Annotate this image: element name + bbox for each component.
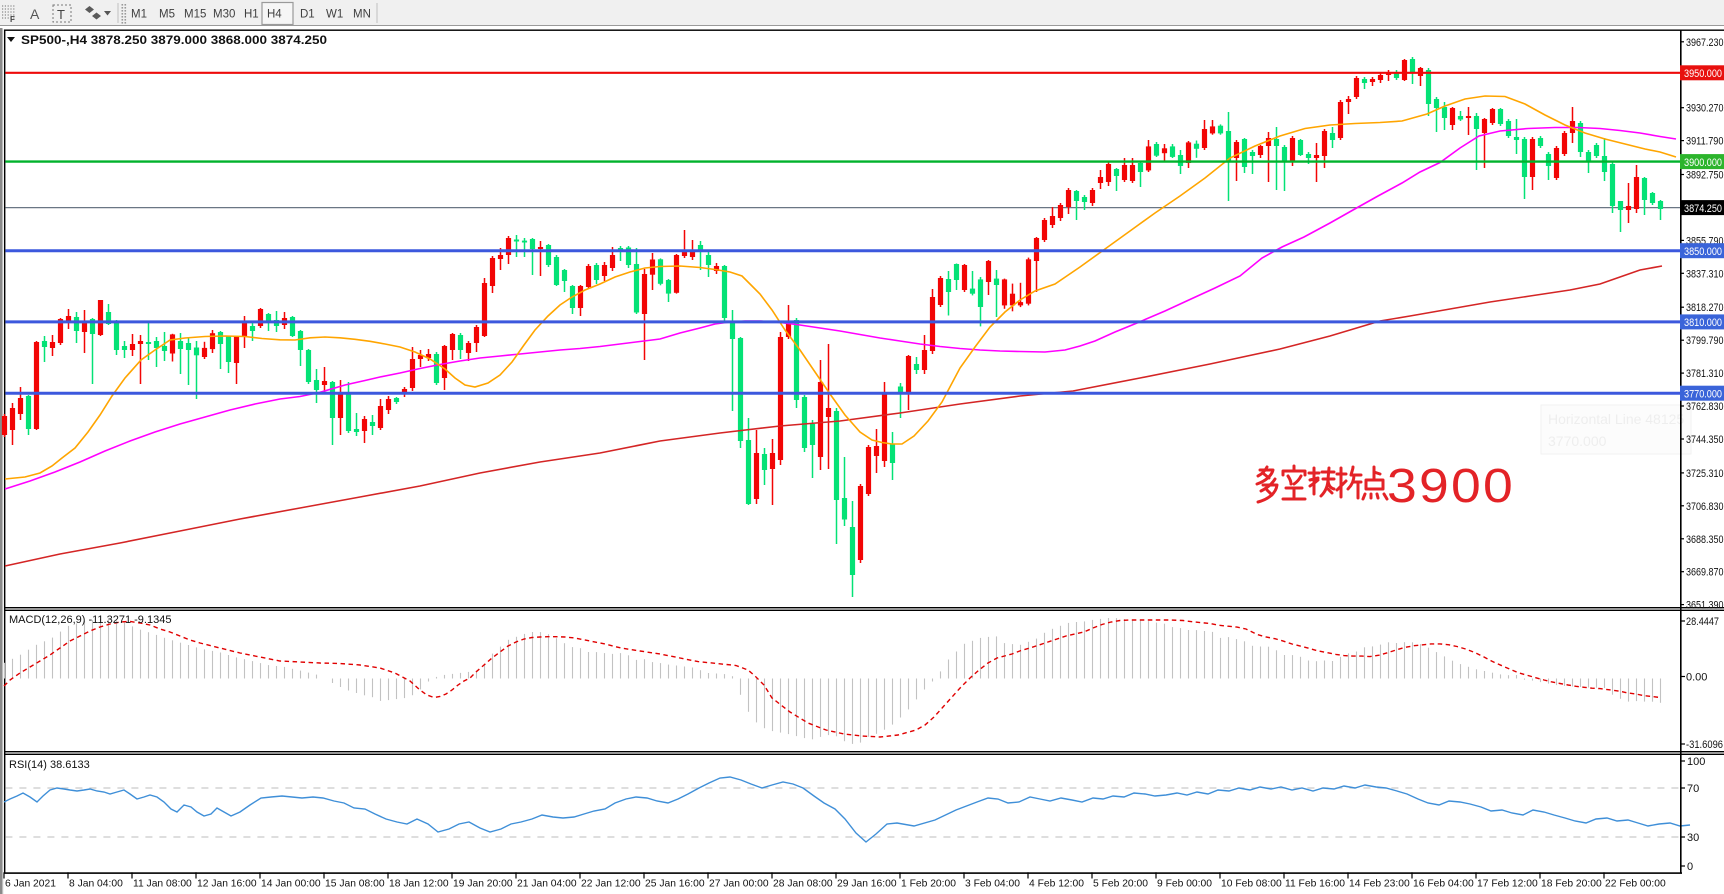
svg-text:M15: M15 <box>184 9 206 21</box>
svg-text:M5: M5 <box>159 9 175 21</box>
svg-text:11 Jan 08:00: 11 Jan 08:00 <box>133 879 192 890</box>
svg-text:0.00: 0.00 <box>1686 672 1707 684</box>
svg-text:14 Jan 00:00: 14 Jan 00:00 <box>261 879 321 890</box>
svg-text:10 Feb 08:00: 10 Feb 08:00 <box>1221 879 1282 890</box>
svg-text:14 Feb 23:00: 14 Feb 23:00 <box>1349 879 1410 890</box>
svg-text:4 Feb 12:00: 4 Feb 12:00 <box>1029 879 1084 890</box>
svg-text:16 Feb 04:00: 16 Feb 04:00 <box>1413 879 1474 890</box>
svg-text:3 Feb 04:00: 3 Feb 04:00 <box>965 879 1020 890</box>
svg-text:8 Jan 04:00: 8 Jan 04:00 <box>69 879 123 890</box>
svg-text:3770.000: 3770.000 <box>1548 433 1607 449</box>
svg-text:3651.390: 3651.390 <box>1686 600 1724 612</box>
svg-text:25 Jan 16:00: 25 Jan 16:00 <box>645 879 705 890</box>
svg-text:29 Jan 16:00: 29 Jan 16:00 <box>837 879 897 890</box>
svg-text:22 Jan 12:00: 22 Jan 12:00 <box>581 879 641 890</box>
svg-text:3799.790: 3799.790 <box>1686 335 1724 347</box>
svg-text:3781.310: 3781.310 <box>1686 368 1724 380</box>
svg-text:15 Jan 08:00: 15 Jan 08:00 <box>325 879 385 890</box>
svg-text:0: 0 <box>1687 861 1693 873</box>
svg-text:3688.350: 3688.350 <box>1686 534 1724 546</box>
svg-text:18 Jan 12:00: 18 Jan 12:00 <box>389 879 449 890</box>
svg-text:3892.750: 3892.750 <box>1686 170 1724 182</box>
svg-text:11 Feb 16:00: 11 Feb 16:00 <box>1285 879 1345 890</box>
svg-text:3911.790: 3911.790 <box>1686 136 1724 148</box>
svg-text:M1: M1 <box>131 9 147 21</box>
svg-text:30: 30 <box>1687 832 1699 844</box>
svg-text:3744.350: 3744.350 <box>1686 434 1724 446</box>
svg-text:3950.000: 3950.000 <box>1684 68 1722 80</box>
svg-text:RSI(14) 38.6133: RSI(14) 38.6133 <box>9 759 90 771</box>
svg-text:3967.230: 3967.230 <box>1686 37 1724 49</box>
svg-text:MN: MN <box>353 9 371 21</box>
svg-text:-31.6096: -31.6096 <box>1686 739 1723 751</box>
svg-text:3818.270: 3818.270 <box>1686 302 1724 314</box>
svg-text:3850.000: 3850.000 <box>1684 246 1722 258</box>
svg-text:3900.000: 3900.000 <box>1684 157 1722 169</box>
svg-text:100: 100 <box>1687 756 1705 768</box>
svg-text:3930.270: 3930.270 <box>1686 103 1724 115</box>
svg-text:1 Feb 20:00: 1 Feb 20:00 <box>901 879 956 890</box>
svg-text:3669.870: 3669.870 <box>1686 567 1724 579</box>
svg-text:28 Jan 08:00: 28 Jan 08:00 <box>773 879 833 890</box>
svg-text:D1: D1 <box>300 9 315 21</box>
svg-text:F: F <box>10 15 15 24</box>
svg-text:Horizontal Line 48125: Horizontal Line 48125 <box>1548 411 1684 427</box>
svg-text:27 Jan 00:00: 27 Jan 00:00 <box>709 879 769 890</box>
svg-text:70: 70 <box>1687 783 1699 795</box>
svg-text:18 Feb 20:00: 18 Feb 20:00 <box>1541 879 1602 890</box>
svg-text:21 Jan 04:00: 21 Jan 04:00 <box>517 879 577 890</box>
svg-text:3770.000: 3770.000 <box>1684 388 1722 400</box>
svg-text:3874.250: 3874.250 <box>1684 203 1722 215</box>
svg-text:22 Feb 00:00: 22 Feb 00:00 <box>1605 879 1666 890</box>
svg-text:3725.310: 3725.310 <box>1686 468 1724 480</box>
svg-text:3900: 3900 <box>1387 460 1515 513</box>
svg-text:3837.310: 3837.310 <box>1686 268 1724 280</box>
svg-text:17 Feb 12:00: 17 Feb 12:00 <box>1477 879 1538 890</box>
svg-text:H4: H4 <box>267 9 282 21</box>
svg-text:H1: H1 <box>244 9 259 21</box>
svg-text:3762.830: 3762.830 <box>1686 401 1724 413</box>
svg-text:28.4447: 28.4447 <box>1686 616 1719 628</box>
svg-text:MACD(12,26,9) -11.3271 -9.1345: MACD(12,26,9) -11.3271 -9.1345 <box>9 614 171 626</box>
svg-text:3810.000: 3810.000 <box>1684 317 1722 329</box>
svg-text:3706.830: 3706.830 <box>1686 501 1724 513</box>
svg-text:12 Jan 16:00: 12 Jan 16:00 <box>197 879 257 890</box>
svg-text:5 Feb 20:00: 5 Feb 20:00 <box>1093 879 1148 890</box>
svg-text:6 Jan 2021: 6 Jan 2021 <box>5 879 56 890</box>
svg-text:19 Jan 20:00: 19 Jan 20:00 <box>453 879 513 890</box>
svg-text:9 Feb 00:00: 9 Feb 00:00 <box>1157 879 1212 890</box>
svg-text:M30: M30 <box>213 9 235 21</box>
svg-text:T: T <box>57 7 65 22</box>
svg-text:SP500-,H4 3878.250 3879.000 3: SP500-,H4 3878.250 3879.000 3868.000 387… <box>21 33 327 47</box>
svg-text:W1: W1 <box>326 9 343 21</box>
svg-text:A: A <box>30 6 40 22</box>
